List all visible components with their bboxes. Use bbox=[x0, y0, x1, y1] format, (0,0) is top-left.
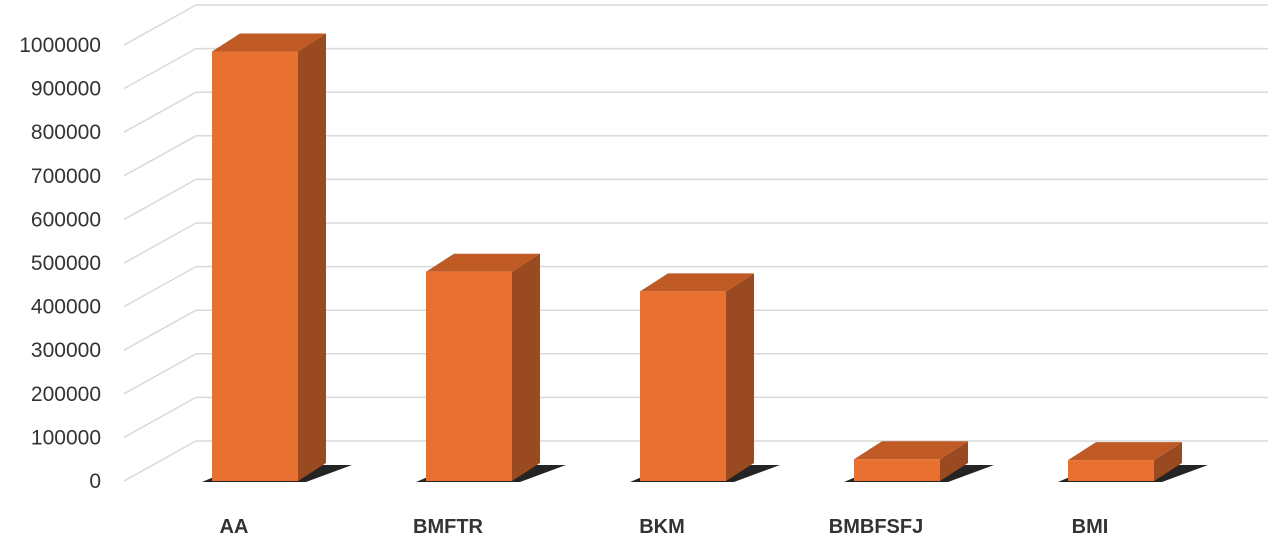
y-tick-label: 600000 bbox=[31, 208, 101, 231]
y-tick-label: 400000 bbox=[31, 296, 101, 319]
bar-front-face bbox=[426, 271, 512, 481]
x-axis-category-labels: AA BMFTR BKM BMBFSFJ BMI bbox=[220, 516, 1109, 537]
x-category-label: BMBFSFJ bbox=[829, 516, 923, 537]
bar-top-face bbox=[640, 273, 754, 292]
gridline-diagonal bbox=[123, 353, 197, 395]
gridline-diagonal bbox=[123, 440, 197, 482]
gridline-diagonal bbox=[123, 135, 197, 177]
gridline-diagonal bbox=[123, 91, 197, 133]
y-axis-tick-labels: 0 100000 200000 300000 400000 500000 600000 700… bbox=[19, 34, 101, 493]
bar-side-face bbox=[298, 33, 326, 481]
x-category-label: BMFTR bbox=[413, 516, 484, 537]
y-tick-label: 200000 bbox=[31, 383, 101, 406]
y-tick-label: 500000 bbox=[31, 252, 101, 275]
bar-top-face bbox=[212, 33, 326, 52]
gridline-diagonal bbox=[123, 396, 197, 439]
bar-top-face bbox=[426, 253, 540, 272]
y-tick-label: 1000000 bbox=[19, 34, 101, 57]
bar-front-face bbox=[640, 291, 726, 481]
bar-front-face bbox=[854, 459, 940, 481]
gridline-diagonal bbox=[123, 47, 197, 90]
bar-bmi bbox=[1058, 442, 1208, 482]
bar-bmbfsfj bbox=[844, 441, 994, 482]
gridline-diagonal bbox=[123, 178, 197, 221]
gridline-diagonal bbox=[123, 4, 197, 46]
gridline-diagonal bbox=[123, 309, 197, 351]
y-tick-label: 700000 bbox=[31, 165, 101, 188]
y-tick-label: 900000 bbox=[31, 78, 101, 101]
gridline-diagonal bbox=[123, 265, 197, 308]
y-tick-label: 0 bbox=[89, 470, 101, 493]
x-category-label: BKM bbox=[639, 516, 685, 537]
bars bbox=[202, 33, 1208, 482]
bar-side-face bbox=[1154, 442, 1182, 481]
y-tick-label: 100000 bbox=[31, 426, 101, 449]
bar-side-face bbox=[726, 273, 754, 481]
bar-side-face bbox=[512, 253, 540, 481]
x-category-label: BMI bbox=[1072, 516, 1109, 537]
bar-top-face bbox=[1068, 442, 1182, 461]
bar-top-face bbox=[854, 441, 968, 460]
bar-bkm bbox=[630, 273, 780, 482]
x-category-label: AA bbox=[220, 516, 249, 537]
bar-front-face bbox=[1068, 460, 1154, 481]
bar-side-face bbox=[940, 441, 968, 481]
bar-aa bbox=[202, 33, 352, 482]
y-tick-label: 800000 bbox=[31, 121, 101, 144]
y-tick-label: 300000 bbox=[31, 339, 101, 362]
gridline-diagonal bbox=[123, 222, 197, 264]
bar-bmftr bbox=[416, 253, 566, 482]
bar-front-face bbox=[212, 51, 298, 481]
